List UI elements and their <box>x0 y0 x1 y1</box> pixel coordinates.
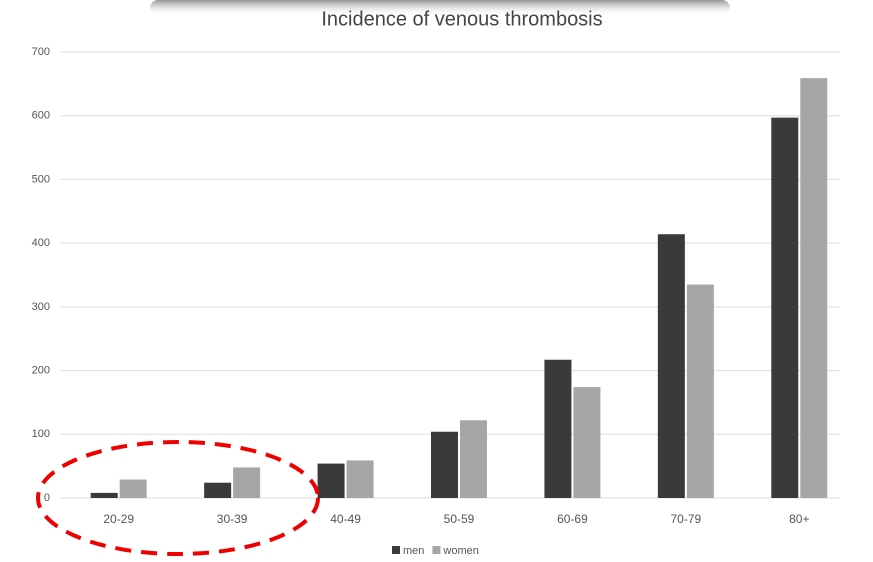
legend-swatch <box>432 546 441 554</box>
y-tick-label: 500 <box>32 173 50 185</box>
highlight-ellipse <box>36 440 320 556</box>
x-tick-label: 70-79 <box>671 512 702 526</box>
y-tick-label: 400 <box>32 237 50 249</box>
bar <box>204 482 232 498</box>
legend-swatch <box>392 546 400 554</box>
x-tick-label: 20-29 <box>103 512 134 526</box>
y-tick-label: 100 <box>32 428 50 440</box>
y-tick-label: 300 <box>32 301 50 313</box>
x-tick-label: 60-69 <box>557 512 588 526</box>
bar <box>657 234 685 499</box>
legend-label: women <box>442 545 478 557</box>
bar <box>233 467 261 498</box>
legend-label: men <box>403 545 424 557</box>
y-tick-label: 200 <box>32 364 50 376</box>
top-shadow <box>150 0 730 16</box>
chart-title: Incidence of venous thrombosis <box>321 8 602 30</box>
y-tick-label: 700 <box>32 46 50 58</box>
bar <box>90 492 118 498</box>
bar <box>346 460 374 498</box>
bar <box>771 117 799 498</box>
bar <box>573 387 601 498</box>
bar <box>544 359 572 498</box>
plot: 0 100 200 300 400 500 600 700 20-29 30-39 40-49 50-… <box>32 46 840 557</box>
bar <box>317 463 345 498</box>
bar <box>800 78 828 498</box>
bar <box>119 479 147 498</box>
bar <box>431 431 458 498</box>
y-tick-label: 600 <box>32 110 50 122</box>
y-tick-label: 0 <box>44 492 50 504</box>
x-tick-label: 50-59 <box>444 512 475 526</box>
x-tick-label: 80+ <box>789 512 809 526</box>
bar <box>460 420 487 498</box>
x-tick-label: 40-49 <box>330 512 361 526</box>
bar <box>686 284 714 498</box>
x-tick-label: 30-39 <box>217 512 248 526</box>
